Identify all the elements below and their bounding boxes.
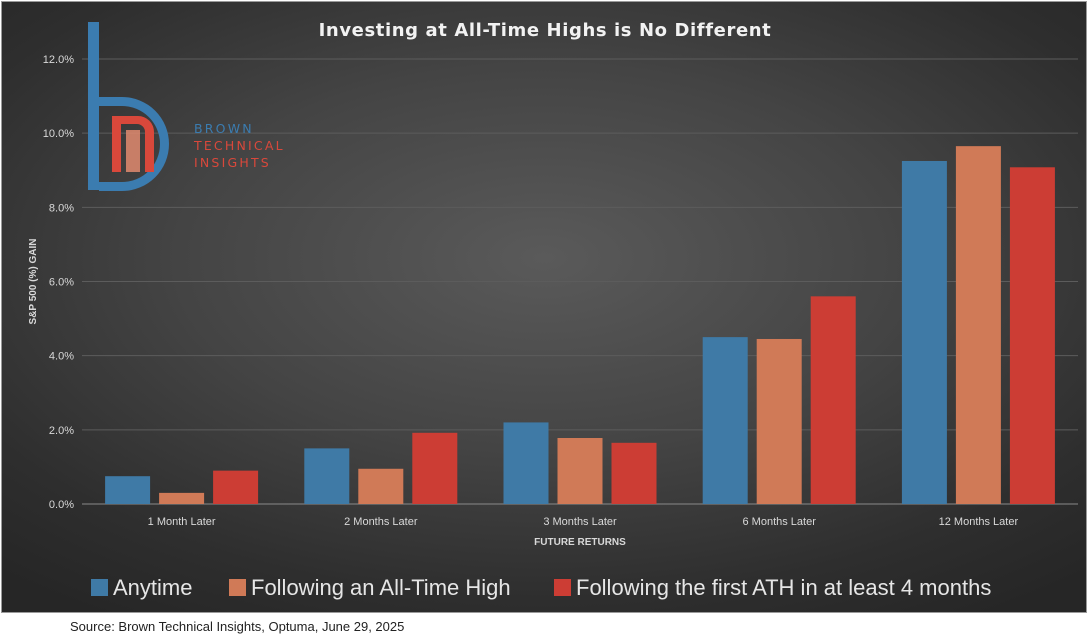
bar-following-ath-5 <box>955 146 1001 505</box>
logo-text-line1: BROWN <box>194 121 254 136</box>
bar-first-ath-3 <box>611 442 657 504</box>
brown-technical-insights-logo: BROWN TECHNICAL INSIGHTS <box>88 22 285 191</box>
x-tick-label: 1 Month Later <box>148 516 216 528</box>
legend-label-first-ath: Following the first ATH in at least 4 mo… <box>576 575 991 600</box>
bar-anytime-2 <box>304 448 350 504</box>
legend-swatch-first-ath <box>554 579 571 596</box>
bar-first-ath-1 <box>213 470 259 504</box>
bar-following-ath-1 <box>159 492 205 504</box>
y-tick-label: 0.0% <box>49 499 74 511</box>
y-tick-label: 8.0% <box>49 202 74 214</box>
bar-anytime-4 <box>702 337 748 504</box>
y-tick-label: 4.0% <box>49 351 74 363</box>
legend-swatch-anytime <box>91 579 108 596</box>
legend-item-anytime: Anytime <box>91 575 192 600</box>
legend-label-anytime: Anytime <box>113 575 192 600</box>
y-axis-title: S&P 500 (%) GAIN <box>28 239 39 325</box>
legend-item-following-ath: Following an All-Time High <box>229 575 511 600</box>
bar-anytime-5 <box>901 160 947 504</box>
bar-following-ath-3 <box>557 437 603 504</box>
bar-following-ath-2 <box>358 468 404 504</box>
bar-first-ath-2 <box>412 432 458 504</box>
y-tick-label: 6.0% <box>49 277 74 289</box>
y-tick-label: 10.0% <box>43 128 74 140</box>
chart-svg: Investing at All-Time Highs is No Differ… <box>28 20 1078 600</box>
y-tick-labels: 0.0% 2.0% 4.0% 6.0% 8.0% 10.0% 12.0% <box>43 54 74 511</box>
x-tick-label: 2 Months Later <box>344 516 418 528</box>
chart-title: Investing at All-Time Highs is No Differ… <box>319 20 772 41</box>
logo-text-line2: TECHNICAL <box>193 138 285 153</box>
bar-anytime-3 <box>503 422 549 504</box>
source-note: Source: Brown Technical Insights, Optuma… <box>70 619 405 634</box>
y-tick-label: 12.0% <box>43 54 74 66</box>
legend-swatch-following-ath <box>229 579 246 596</box>
x-tick-labels: 1 Month Later 2 Months Later 3 Months Late… <box>148 516 1019 528</box>
x-axis-title: FUTURE RETURNS <box>534 537 626 548</box>
gridlines <box>82 58 1078 505</box>
x-tick-label: 3 Months Later <box>543 516 617 528</box>
bar-anytime-1 <box>105 476 151 504</box>
legend: Anytime Following an All-Time High Follo… <box>91 575 991 600</box>
chart-frame: Investing at All-Time Highs is No Differ… <box>1 1 1087 613</box>
bar-first-ath-5 <box>1009 167 1055 505</box>
bar-first-ath-4 <box>810 296 856 504</box>
bar-following-ath-4 <box>756 338 802 504</box>
y-tick-label: 2.0% <box>49 425 74 437</box>
logo-mark-icon <box>88 22 169 191</box>
bars <box>105 146 1055 505</box>
logo-text-line3: INSIGHTS <box>194 155 271 170</box>
x-tick-label: 6 Months Later <box>743 516 817 528</box>
legend-item-first-ath: Following the first ATH in at least 4 mo… <box>554 575 991 600</box>
x-tick-label: 12 Months Later <box>939 516 1019 528</box>
legend-label-following-ath: Following an All-Time High <box>251 575 511 600</box>
